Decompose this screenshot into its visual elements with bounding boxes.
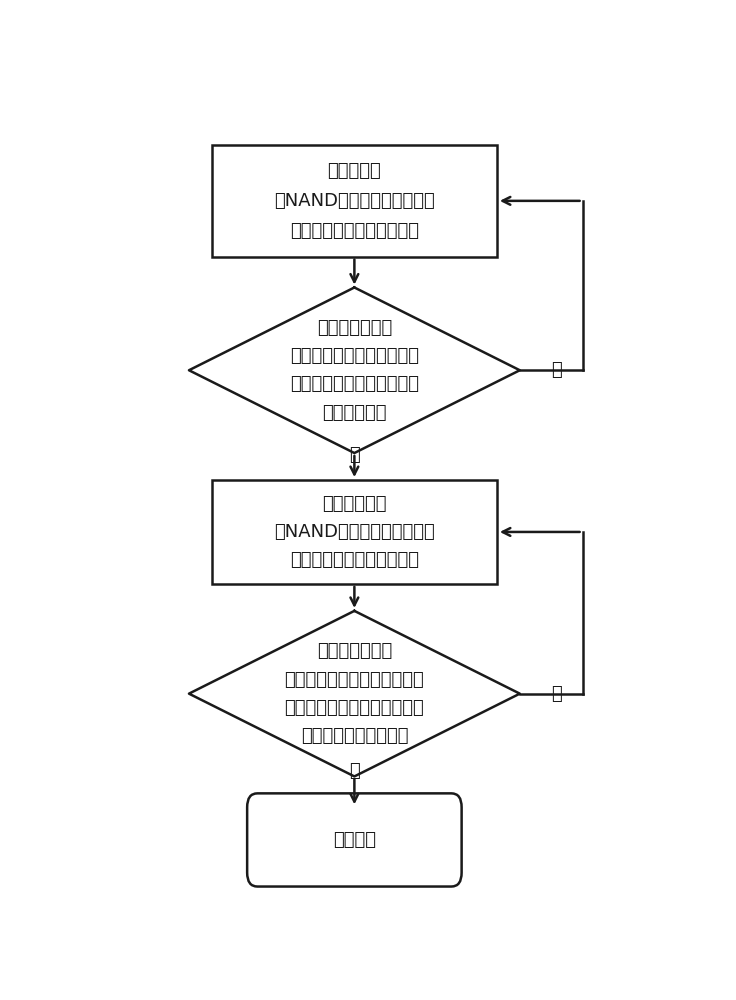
Text: 的所有存储单元做擦除操作: 的所有存储单元做擦除操作: [290, 222, 419, 240]
FancyBboxPatch shape: [247, 793, 461, 887]
Text: 电压高于第二判定电压: 电压高于第二判定电压: [300, 727, 408, 745]
Text: 是: 是: [349, 762, 360, 780]
Bar: [212, 480, 497, 584]
Text: 擦除校验操作：: 擦除校验操作：: [316, 642, 392, 660]
Polygon shape: [189, 611, 520, 776]
Text: 操作结束: 操作结束: [333, 831, 376, 849]
Text: 所有存储单元做软编程操作: 所有存储单元做软编程操作: [290, 551, 419, 569]
Text: 擦除校验操作：: 擦除校验操作：: [316, 319, 392, 337]
Text: 对NAND型闪存存储器的块中: 对NAND型闪存存储器的块中: [274, 192, 435, 210]
Text: 是: 是: [349, 446, 360, 464]
Text: 所有位线经预充电和放电后，: 所有位线经预充电和放电后，: [285, 671, 424, 689]
Text: 检验是否至少存在一条位线的: 检验是否至少存在一条位线的: [285, 699, 424, 717]
Text: 否: 否: [551, 685, 562, 703]
Text: 擦除操作：: 擦除操作：: [328, 162, 381, 180]
Text: 放电后的位线电压是否低于: 放电后的位线电压是否低于: [290, 375, 419, 393]
Bar: [212, 145, 497, 257]
Polygon shape: [189, 287, 520, 453]
Text: 检验所有位线经过预充电和: 检验所有位线经过预充电和: [290, 347, 419, 365]
Text: 否: 否: [551, 361, 562, 379]
Text: 第一判定电压: 第一判定电压: [322, 404, 386, 422]
Text: 对NAND型闪存存储器的块中: 对NAND型闪存存储器的块中: [274, 523, 435, 541]
Text: 软编程操作：: 软编程操作：: [322, 495, 386, 513]
